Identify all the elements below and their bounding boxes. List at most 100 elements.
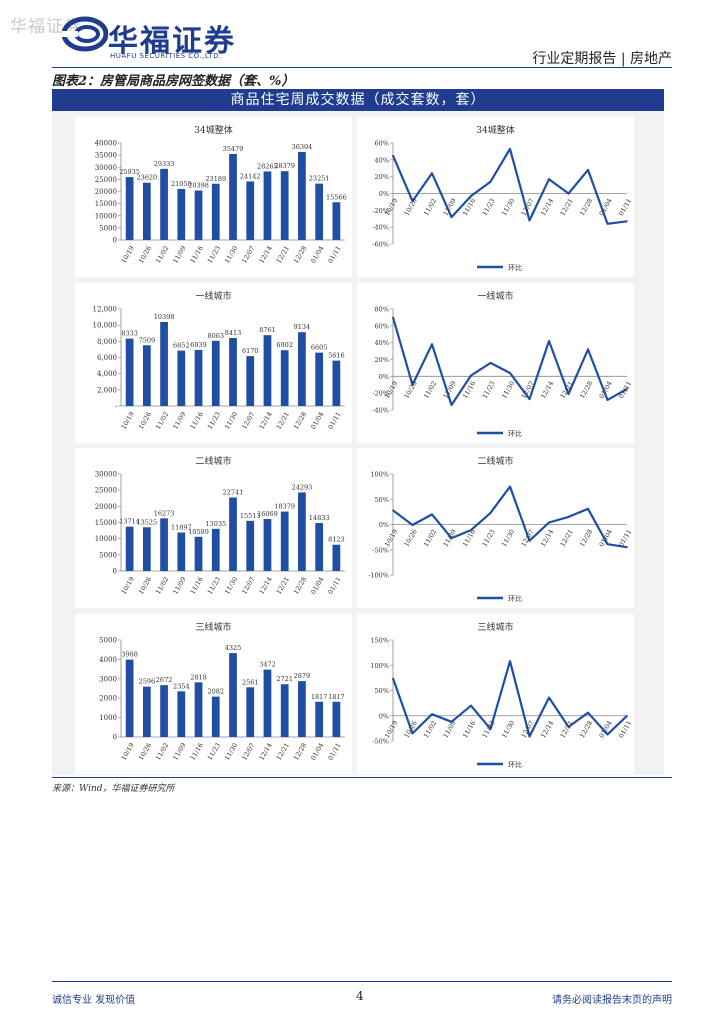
- bar: [125, 659, 134, 737]
- x-tick-label: 12/14: [257, 245, 273, 265]
- y-tick-label: 0%: [379, 373, 389, 381]
- y-tick-label: -60%: [372, 241, 389, 249]
- y-tick-label: 0: [113, 237, 117, 245]
- bar-value-label: 6902: [276, 341, 293, 349]
- y-tick-label: 25000: [95, 176, 117, 184]
- data-point: [489, 362, 492, 364]
- x-tick-label: 11/16: [189, 411, 205, 431]
- bar: [315, 352, 324, 406]
- x-tick-label: 11/16: [461, 719, 477, 739]
- bar-value-label: 2879: [294, 672, 311, 680]
- x-tick-label: 12/21: [559, 197, 575, 217]
- chart-title: 一线城市: [195, 290, 231, 302]
- x-tick-label: 01/11: [617, 380, 633, 400]
- bar: [160, 321, 168, 406]
- x-tick-label: 10/26: [137, 576, 153, 596]
- bar: [229, 337, 237, 406]
- x-tick-label: 11/09: [171, 245, 187, 265]
- x-tick-label: 11/02: [422, 197, 438, 217]
- chart-tier3-mom: 三线城市 -50% 0% 50% 100% 150% 10/19 10/26 11/02 11/0…: [357, 614, 634, 774]
- chart-svg: 34城整体-60%-40%-20%0%20%40%60%10/19 10/26 11…: [372, 124, 633, 272]
- x-tick-label: 01/04: [309, 245, 325, 265]
- bar: [280, 684, 289, 737]
- x-tick-label: 01/11: [326, 411, 342, 431]
- data-point: [548, 178, 550, 180]
- y-tick-label: -40%: [372, 224, 389, 232]
- bar: [280, 511, 289, 571]
- bar: [160, 518, 168, 571]
- x-tick-label: 11/02: [154, 576, 170, 596]
- x-tick-label: 12/14: [539, 197, 555, 217]
- x-tick-label: 10/26: [403, 380, 419, 400]
- y-tick-label: 12,000: [93, 306, 118, 314]
- x-tick-label: 12/21: [275, 576, 291, 596]
- x-tick-label: 01/11: [617, 197, 633, 217]
- x-tick-label: 12/07: [240, 411, 256, 431]
- bar: [211, 340, 220, 406]
- bar: [142, 686, 151, 737]
- y-tick-label: 4,000: [97, 370, 117, 378]
- bar-value-label: 11897: [171, 524, 192, 532]
- y-tick-label: 60%: [375, 140, 389, 148]
- x-tick-label: 11/23: [481, 380, 497, 400]
- chart-title: 三线城市: [477, 621, 513, 633]
- x-tick-label: 12/28: [578, 380, 594, 400]
- data-point: [411, 200, 414, 202]
- bar: [246, 356, 255, 406]
- x-tick-label: 11/30: [223, 576, 239, 596]
- x-tick-label: 11/30: [500, 719, 516, 739]
- x-tick-label: 10/26: [403, 528, 419, 548]
- data-point: [528, 539, 531, 542]
- x-tick-label: 11/02: [154, 742, 170, 762]
- chart-svg: 34城整体 0 5000 10000 15000 20000 25000 30000 35000…: [95, 124, 347, 265]
- y-tick-label: 0%: [379, 712, 389, 720]
- x-tick-label: 12/28: [578, 719, 594, 739]
- bar-value-label: 35479: [223, 145, 244, 153]
- data-point: [509, 485, 511, 488]
- data-point: [392, 677, 394, 680]
- bar: [315, 183, 324, 240]
- x-tick-label: 12/07: [240, 245, 256, 265]
- bar: [246, 520, 255, 571]
- y-tick-label: 10000: [95, 212, 117, 220]
- data-point: [626, 220, 628, 223]
- data-point: [567, 393, 570, 395]
- bar-value-label: 28265: [257, 162, 278, 170]
- bar-value-label: 28379: [274, 162, 295, 170]
- chart-svg: 三线城市-50%0%50%100%150%10/19 10/26 11/02 11/0…: [370, 621, 633, 769]
- y-tick-label: 50%: [375, 687, 389, 695]
- header-rule: [52, 67, 672, 68]
- y-tick-label: 50%: [375, 496, 389, 504]
- y-tick-label: 35000: [95, 152, 117, 160]
- y-tick-label: 5000: [99, 637, 117, 645]
- bar-value-label: 6170: [242, 347, 259, 355]
- bar-value-label: 9134: [294, 323, 311, 331]
- x-tick-label: 10/19: [120, 411, 136, 431]
- y-tick-label: 2,000: [97, 386, 117, 394]
- data-point: [548, 696, 550, 699]
- data-point: [450, 721, 453, 723]
- y-tick-label: 10,000: [93, 322, 118, 330]
- chart-tier3-volume: 三线城市 0 1000 2000 3000 4000 5000 3988 10/19 2596 10…: [75, 614, 352, 774]
- bar-value-label: 36304: [292, 143, 313, 151]
- y-tick-label: 60%: [375, 322, 389, 330]
- x-tick-label: 12/28: [578, 528, 594, 548]
- bar: [263, 669, 272, 737]
- bar: [263, 519, 272, 571]
- x-tick-label: 10/19: [120, 742, 136, 762]
- chart-svg: 一线城市 -40% -20% 0% 20% 40% 60% 80% 10/19 10/26 11/0…: [372, 290, 633, 438]
- bar-value-label: 14833: [309, 514, 330, 522]
- data-point: [606, 733, 609, 736]
- bar-value-label: 8761: [259, 326, 276, 334]
- bar: [298, 681, 306, 737]
- y-tick-label: 100%: [370, 471, 389, 479]
- x-tick-label: 11/23: [481, 719, 497, 739]
- x-tick-label: 11/30: [223, 245, 239, 265]
- x-tick-label: 12/21: [275, 245, 291, 265]
- footer-slogan: 诚信专业 发现价值: [52, 995, 136, 1006]
- x-tick-label: 11/09: [171, 576, 187, 596]
- y-tick-label: -100%: [368, 572, 389, 580]
- bar-value-label: 25935: [119, 168, 140, 176]
- bar: [246, 181, 255, 240]
- figure-source: 来源：Wind，华福证券研究所: [52, 784, 175, 794]
